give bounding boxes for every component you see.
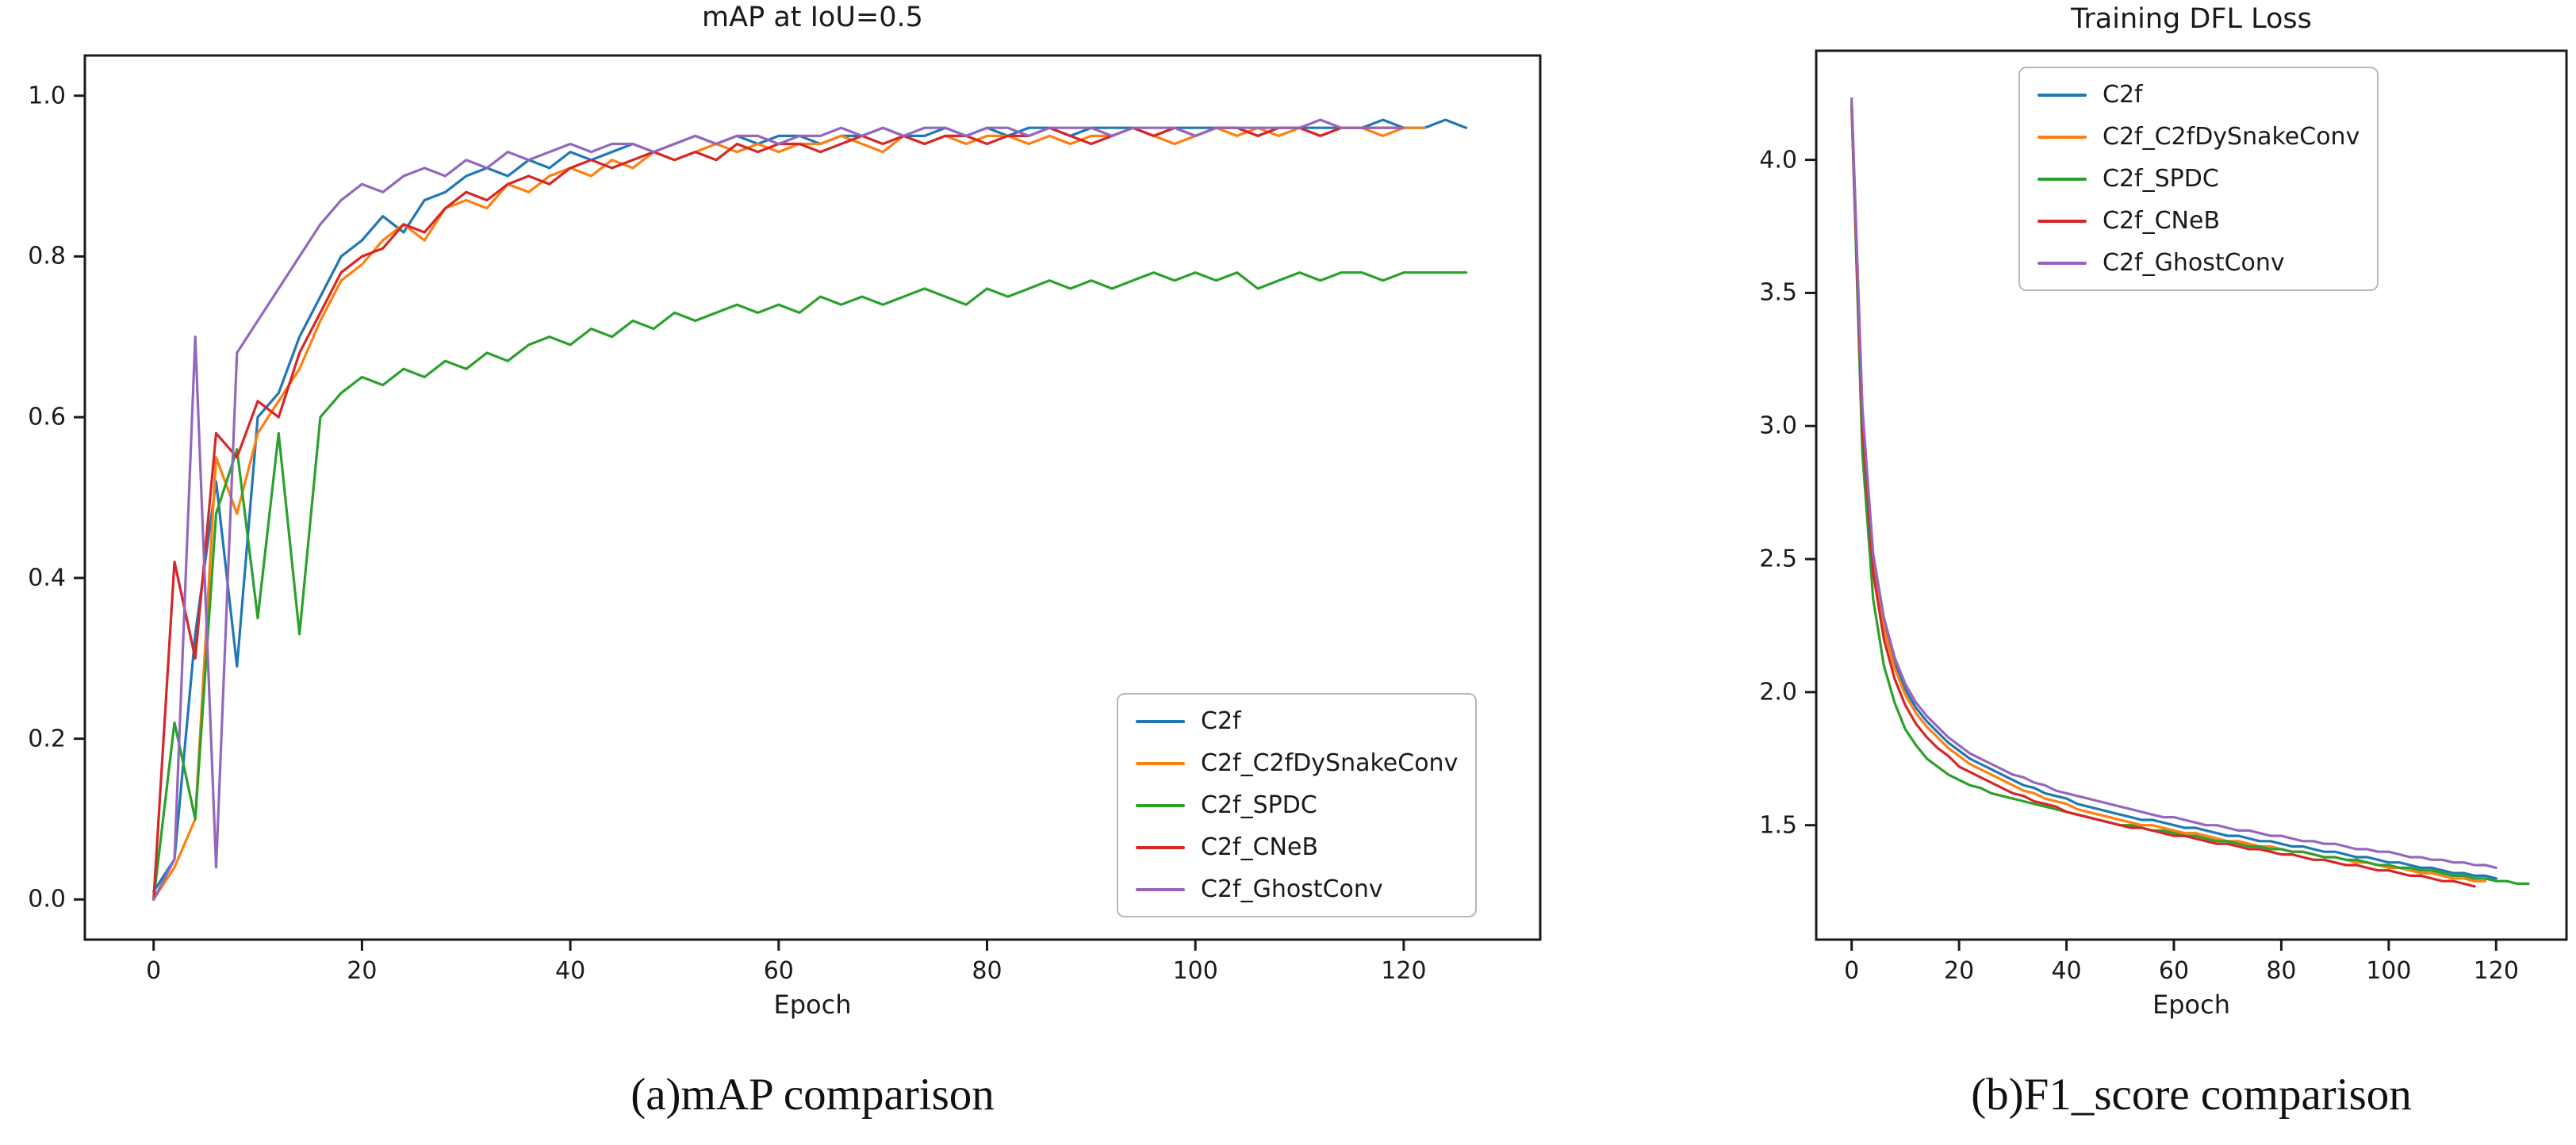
x-tick-label: 0 [146, 957, 162, 985]
x-tick-label: 20 [1944, 957, 1975, 985]
y-tick-label: 1.5 [1759, 811, 1797, 840]
legend-item-label: C2f [1201, 707, 1241, 735]
legend-item: C2f_SPDC [1136, 791, 1458, 819]
caption-b: (b)F1_score comparison [1971, 1070, 2412, 1120]
legend-item: C2f_SPDC [2037, 165, 2359, 193]
legend-item: C2f_GhostConv [1136, 875, 1458, 903]
legend-item: C2f_CNeB [2037, 207, 2359, 235]
chart-b-legend: C2f C2f_C2fDySnakeConv C2f_SPDC C2f_CNeB… [2018, 67, 2379, 291]
y-tick-label: 4.0 [1759, 146, 1797, 174]
legend-item-label: C2f_CNeB [1201, 833, 1319, 861]
legend-item: C2f_C2fDySnakeConv [1136, 749, 1458, 777]
legend-line-swatch [1136, 761, 1185, 765]
x-tick-label: 100 [1172, 957, 1218, 985]
legend-line-swatch [1136, 719, 1185, 723]
legend-item: C2f_CNeB [1136, 833, 1458, 861]
legend-item-label: C2f_CNeB [2103, 207, 2221, 235]
axes-frame [1815, 49, 2568, 941]
x-tick-label: 120 [1381, 957, 1427, 985]
legend-line-swatch [2037, 219, 2087, 223]
series-line-C2f_CNeB [1850, 105, 2476, 888]
x-tick-label: 80 [972, 957, 1002, 985]
y-tick-label: 3.0 [1759, 412, 1797, 440]
y-tick-label: 1.0 [28, 82, 66, 110]
legend-item-label: C2f_C2fDySnakeConv [1201, 749, 1459, 777]
legend-item-label: C2f_GhostConv [1201, 875, 1383, 903]
x-tick-label: 60 [763, 957, 794, 985]
axes-frame [83, 54, 1542, 941]
x-tick-label: 100 [2366, 957, 2412, 985]
chart-b-xaxis-label: Epoch [2152, 990, 2230, 1020]
x-tick-label: 20 [347, 957, 378, 985]
legend-line-swatch [2037, 135, 2087, 139]
legend-item: C2f_C2fDySnakeConv [2037, 123, 2359, 151]
series-line-C2f_GhostConv [1850, 97, 2497, 870]
legend-line-swatch [1136, 803, 1185, 807]
chart-a-title: mAP at IoU=0.5 [702, 2, 923, 33]
y-tick-label: 0.0 [28, 885, 66, 913]
chart-a-legend: C2f C2f_C2fDySnakeConv C2f_SPDC C2f_CNeB… [1117, 693, 1478, 917]
legend-item-label: C2f [2103, 81, 2143, 109]
series-line-C2f [1850, 100, 2497, 880]
legend-line-swatch [1136, 845, 1185, 849]
y-tick-label: 0.4 [28, 564, 66, 592]
legend-item-label: C2f_C2fDySnakeConv [2103, 123, 2360, 151]
x-tick-label: 60 [2158, 957, 2190, 985]
legend-item: C2f [2037, 81, 2359, 109]
legend-line-swatch [2037, 177, 2087, 181]
caption-a: (a)mAP comparison [631, 1070, 995, 1120]
y-tick-label: 0.8 [28, 242, 66, 270]
legend-item-label: C2f_SPDC [2103, 165, 2219, 193]
legend-item-label: C2f_GhostConv [2103, 249, 2285, 277]
y-tick-label: 3.5 [1759, 278, 1797, 307]
y-tick-label: 0.2 [28, 725, 66, 753]
legend-item-label: C2f_SPDC [1201, 791, 1317, 819]
x-tick-label: 80 [2266, 957, 2297, 985]
x-tick-label: 120 [2473, 957, 2519, 985]
legend-item: C2f_GhostConv [2037, 249, 2359, 277]
legend-item: C2f [1136, 707, 1458, 735]
chart-a-xaxis-label: Epoch [773, 990, 852, 1020]
series-line-C2f_GhostConv [152, 118, 1405, 901]
legend-line-swatch [2037, 93, 2087, 97]
y-tick-label: 2.5 [1759, 545, 1797, 573]
x-tick-label: 40 [2051, 957, 2082, 985]
x-tick-label: 0 [1844, 957, 1860, 985]
x-tick-label: 40 [555, 957, 586, 985]
y-tick-label: 2.0 [1759, 678, 1797, 707]
legend-line-swatch [2037, 261, 2087, 265]
series-line-C2f_SPDC [1850, 105, 2530, 886]
series-line-C2f_SPDC [152, 271, 1468, 901]
legend-line-swatch [1136, 887, 1185, 891]
chart-b-title: Training DFL Loss [2071, 3, 2312, 35]
y-tick-label: 0.6 [28, 403, 66, 431]
